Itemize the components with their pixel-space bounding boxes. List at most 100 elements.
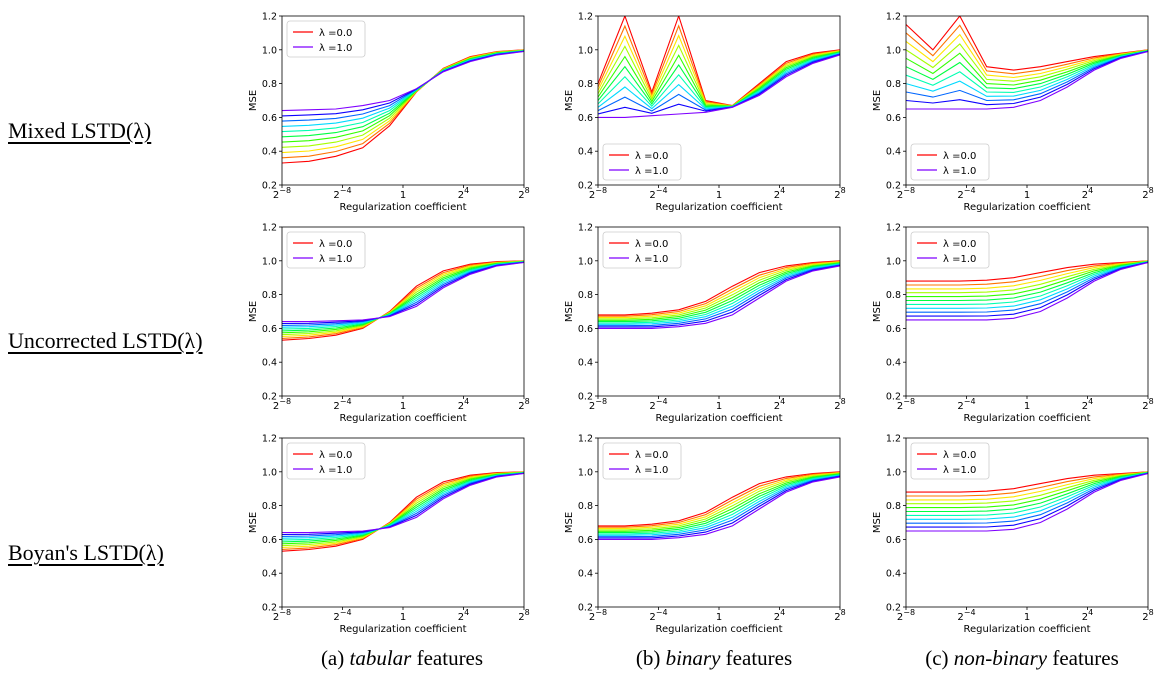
xtick-label-boyan-s-lstd-tabular-2: 1 bbox=[400, 612, 406, 623]
series-line-uncorrected-lstd-binary-1 bbox=[598, 260, 840, 317]
ytick-label-mixed-lstd-non-binary-3: 0.8 bbox=[886, 79, 901, 90]
ytick-label-uncorrected-lstd-binary-1: 0.4 bbox=[578, 358, 593, 369]
ytick-label-boyan-s-lstd-non-binary-3: 0.8 bbox=[886, 501, 901, 512]
legend-label-uncorrected-lstd-non-binary-0: λ =0.0 bbox=[943, 239, 976, 250]
ytick-label-mixed-lstd-tabular-0: 0.2 bbox=[262, 181, 277, 192]
xtick-label-mixed-lstd-non-binary-1: 2−4 bbox=[957, 186, 975, 201]
series-line-uncorrected-lstd-binary-3 bbox=[598, 261, 840, 320]
panel-mixed-lstd-tabular: 0.2 0.4 0.6 0.8 1.0 1.2 2−8 2−4 1 24 28 Regularizat… bbox=[248, 12, 530, 214]
series-line-mixed-lstd-tabular-7 bbox=[282, 50, 524, 127]
series-line-boyan-s-lstd-non-binary-7 bbox=[906, 472, 1148, 520]
xtick-label-boyan-s-lstd-binary-2: 1 bbox=[716, 612, 722, 623]
series-line-mixed-lstd-non-binary-6 bbox=[906, 50, 1148, 93]
ytick-label-mixed-lstd-binary-5: 1.2 bbox=[578, 12, 593, 23]
series-line-mixed-lstd-non-binary-4 bbox=[906, 49, 1148, 86]
curves-boyan-s-lstd-tabular bbox=[282, 471, 524, 552]
x-axis-label-mixed-lstd-binary: Regularization coefficient bbox=[656, 202, 783, 213]
series-line-uncorrected-lstd-non-binary-1 bbox=[906, 260, 1148, 286]
caption-tabular-emph: tabular bbox=[349, 646, 412, 670]
ytick-label-boyan-s-lstd-binary-5: 1.2 bbox=[578, 434, 593, 445]
ytick-label-boyan-s-lstd-binary-3: 0.8 bbox=[578, 501, 593, 512]
x-axis-label-boyan-s-lstd-non-binary: Regularization coefficient bbox=[964, 624, 1091, 635]
legend-box-mixed-lstd-tabular bbox=[286, 20, 366, 58]
series-line-boyan-s-lstd-binary-10 bbox=[598, 476, 840, 540]
series-line-boyan-s-lstd-non-binary-3 bbox=[906, 471, 1148, 505]
xtick-label-mixed-lstd-tabular-0: 2−8 bbox=[273, 186, 291, 201]
series-line-mixed-lstd-non-binary-1 bbox=[906, 24, 1148, 75]
ytick-label-uncorrected-lstd-tabular-2: 0.6 bbox=[262, 324, 277, 335]
series-line-uncorrected-lstd-binary-8 bbox=[598, 264, 840, 327]
ytick-label-uncorrected-lstd-non-binary-1: 0.4 bbox=[886, 358, 901, 369]
x-axis-label-boyan-s-lstd-binary: Regularization coefficient bbox=[656, 624, 783, 635]
series-line-boyan-s-lstd-binary-7 bbox=[598, 474, 840, 536]
legend-label-uncorrected-lstd-binary-1: λ =1.0 bbox=[635, 254, 668, 265]
ytick-label-mixed-lstd-tabular-3: 0.8 bbox=[262, 79, 277, 90]
caption-binary-emph: binary bbox=[665, 646, 721, 670]
x-axis-label-uncorrected-lstd-tabular: Regularization coefficient bbox=[340, 413, 467, 424]
xtick-label-boyan-s-lstd-non-binary-1: 2−4 bbox=[957, 608, 975, 623]
xtick-label-mixed-lstd-binary-3: 24 bbox=[774, 186, 785, 201]
ytick-label-mixed-lstd-non-binary-4: 1.0 bbox=[886, 45, 901, 56]
legend-label-boyan-s-lstd-binary-0: λ =0.0 bbox=[635, 450, 668, 461]
series-line-mixed-lstd-binary-5 bbox=[598, 51, 840, 107]
series-line-uncorrected-lstd-non-binary-9 bbox=[906, 261, 1148, 317]
ytick-label-boyan-s-lstd-binary-2: 0.6 bbox=[578, 535, 593, 546]
legend-label-boyan-s-lstd-non-binary-0: λ =0.0 bbox=[943, 450, 976, 461]
xtick-label-mixed-lstd-tabular-1: 2−4 bbox=[333, 186, 351, 201]
series-line-uncorrected-lstd-binary-4 bbox=[598, 262, 840, 321]
ytick-label-boyan-s-lstd-non-binary-5: 1.2 bbox=[886, 434, 901, 445]
xtick-label-mixed-lstd-binary-4: 28 bbox=[834, 186, 845, 201]
xtick-label-uncorrected-lstd-binary-0: 2−8 bbox=[589, 397, 607, 412]
xtick-label-boyan-s-lstd-binary-0: 2−8 bbox=[589, 608, 607, 623]
xtick-label-uncorrected-lstd-tabular-4: 28 bbox=[518, 397, 529, 412]
curves-uncorrected-lstd-binary bbox=[598, 260, 840, 329]
legend-label-uncorrected-lstd-non-binary-1: λ =1.0 bbox=[943, 254, 976, 265]
legend-label-mixed-lstd-non-binary-0: λ =0.0 bbox=[943, 151, 976, 162]
series-line-boyan-s-lstd-non-binary-6 bbox=[906, 472, 1148, 516]
ytick-label-uncorrected-lstd-tabular-1: 0.4 bbox=[262, 358, 277, 369]
series-line-mixed-lstd-binary-3 bbox=[598, 44, 840, 107]
curves-mixed-lstd-tabular bbox=[282, 49, 524, 164]
series-line-mixed-lstd-binary-2 bbox=[598, 34, 840, 107]
panel-uncorrected-lstd-binary: 0.2 0.4 0.6 0.8 1.0 1.2 2−8 2−4 1 24 28 Regularizat… bbox=[564, 223, 846, 425]
series-line-uncorrected-lstd-tabular-6 bbox=[282, 261, 524, 330]
xtick-label-boyan-s-lstd-tabular-4: 28 bbox=[518, 608, 529, 623]
x-axis-label-uncorrected-lstd-non-binary: Regularization coefficient bbox=[964, 413, 1091, 424]
caption-binary-suffix: features bbox=[720, 646, 793, 670]
ytick-label-uncorrected-lstd-non-binary-0: 0.2 bbox=[886, 392, 901, 403]
series-line-boyan-s-lstd-non-binary-9 bbox=[906, 472, 1148, 528]
xtick-label-uncorrected-lstd-tabular-2: 1 bbox=[400, 401, 406, 412]
ytick-label-boyan-s-lstd-tabular-3: 0.8 bbox=[262, 501, 277, 512]
caption-non-binary-prefix: (c) bbox=[925, 646, 954, 670]
series-line-mixed-lstd-non-binary-7 bbox=[906, 50, 1148, 97]
xtick-label-boyan-s-lstd-binary-4: 28 bbox=[834, 608, 845, 623]
legend-label-boyan-s-lstd-tabular-1: λ =1.0 bbox=[319, 465, 352, 476]
ytick-label-uncorrected-lstd-tabular-3: 0.8 bbox=[262, 290, 277, 301]
legend-box-mixed-lstd-non-binary bbox=[910, 143, 990, 181]
row-label-boyan: Boyan's LSTD(λ) bbox=[8, 540, 164, 565]
panel-uncorrected-lstd-non-binary: 0.2 0.4 0.6 0.8 1.0 1.2 2−8 2−4 1 24 28 Regularizat… bbox=[872, 223, 1154, 425]
series-line-uncorrected-lstd-non-binary-5 bbox=[906, 261, 1148, 302]
ytick-label-mixed-lstd-binary-2: 0.6 bbox=[578, 113, 593, 124]
panel-uncorrected-lstd-tabular: 0.2 0.4 0.6 0.8 1.0 1.2 2−8 2−4 1 24 28 Regularizat… bbox=[248, 223, 530, 425]
ytick-label-mixed-lstd-binary-3: 0.8 bbox=[578, 79, 593, 90]
xtick-label-boyan-s-lstd-non-binary-4: 28 bbox=[1142, 608, 1153, 623]
xtick-label-mixed-lstd-tabular-3: 24 bbox=[458, 186, 469, 201]
x-axis-label-mixed-lstd-tabular: Regularization coefficient bbox=[340, 202, 467, 213]
xtick-label-boyan-s-lstd-binary-1: 2−4 bbox=[649, 608, 667, 623]
y-axis-label-uncorrected-lstd-non-binary: MSE bbox=[872, 301, 883, 322]
xtick-label-uncorrected-lstd-non-binary-0: 2−8 bbox=[897, 397, 915, 412]
series-line-boyan-s-lstd-tabular-7 bbox=[282, 472, 524, 539]
y-axis-label-uncorrected-lstd-binary: MSE bbox=[564, 301, 575, 322]
series-line-uncorrected-lstd-non-binary-0 bbox=[906, 260, 1148, 282]
row-label-mixed: Mixed LSTD(λ) bbox=[8, 118, 152, 143]
curves-uncorrected-lstd-non-binary bbox=[906, 260, 1148, 321]
xtick-label-mixed-lstd-tabular-4: 28 bbox=[518, 186, 529, 201]
y-axis-label-uncorrected-lstd-tabular: MSE bbox=[248, 301, 259, 322]
xtick-label-mixed-lstd-non-binary-4: 28 bbox=[1142, 186, 1153, 201]
series-line-uncorrected-lstd-binary-5 bbox=[598, 262, 840, 323]
series-line-mixed-lstd-non-binary-2 bbox=[906, 33, 1148, 79]
series-line-boyan-s-lstd-non-binary-4 bbox=[906, 471, 1148, 509]
series-line-uncorrected-lstd-binary-7 bbox=[598, 263, 840, 325]
curves-mixed-lstd-binary bbox=[598, 16, 840, 118]
